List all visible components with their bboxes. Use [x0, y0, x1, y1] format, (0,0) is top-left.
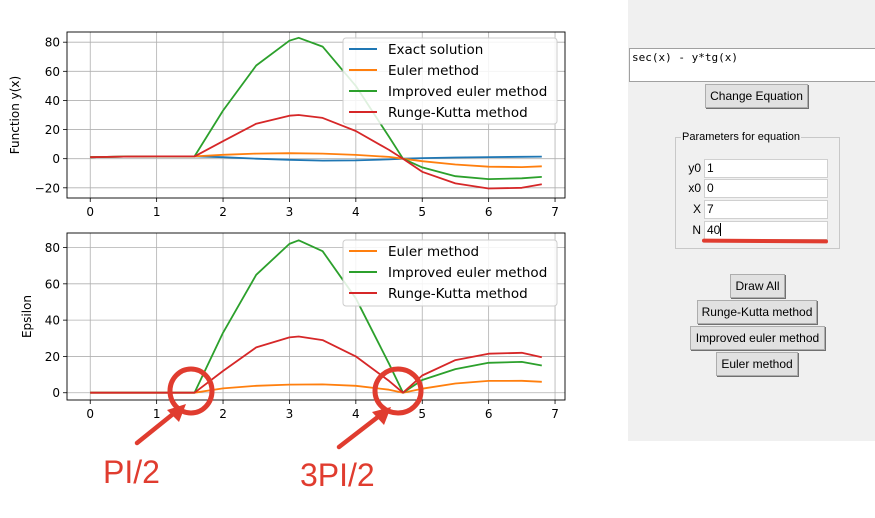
- legend-entry: Euler method: [388, 244, 479, 260]
- y-tick-label: 20: [45, 123, 60, 137]
- param-input-x0[interactable]: 0: [704, 179, 828, 198]
- circle-pi-half: [167, 366, 215, 416]
- circle-3pi-half: [372, 366, 424, 416]
- equation-input[interactable]: sec(x) - y*tg(x): [629, 48, 875, 82]
- x-tick-label: 5: [418, 407, 426, 421]
- y-tick-label: 20: [45, 350, 60, 364]
- legend-entry: Exact solution: [388, 42, 483, 58]
- legend-entry: Improved euler method: [388, 265, 547, 281]
- param-input-X[interactable]: 7: [704, 200, 828, 219]
- x-tick-label: 1: [153, 205, 161, 219]
- y-tick-label: 60: [45, 277, 60, 291]
- arrow-shaft-left: [134, 407, 181, 446]
- y-tick-label: 40: [45, 94, 60, 108]
- series-line-euler-method: [90, 379, 542, 394]
- x-tick-label: 0: [86, 205, 94, 219]
- runge-kutta-button[interactable]: Runge-Kutta method: [697, 300, 817, 324]
- control-panel: sec(x) - y*tg(x) Change Equation Paramet…: [628, 0, 875, 441]
- x-tick-label: 4: [352, 407, 360, 421]
- plot-frame: [66, 232, 566, 401]
- param-label-y0: y0: [688, 161, 701, 175]
- improved-euler-button[interactable]: Improved euler method: [690, 326, 825, 350]
- text-cursor: [720, 223, 722, 236]
- parameters-group-title: Parameters for equation: [681, 131, 802, 143]
- plots-area: 0 1 2 3 4 5 6 7 80 60 40 20 0 −20 Function y(x) Exact s…: [8, 31, 566, 493]
- y-tick-label: 60: [45, 65, 60, 79]
- param-label-x0: x0: [688, 181, 701, 195]
- x-tick-label: 5: [418, 205, 426, 219]
- series-line-runge-kutta-method: [90, 335, 542, 394]
- x-tick-label: 1: [153, 407, 161, 421]
- y-tick-label: 0: [52, 386, 60, 400]
- x-tick-label: 3: [286, 205, 294, 219]
- arrow-head-left: [167, 404, 186, 422]
- legend-entry: Euler method: [388, 63, 479, 79]
- annotations: PI/2 3PI/2: [103, 366, 424, 493]
- y-axis-label: Epsilon: [20, 295, 34, 338]
- y-tick-label: 80: [45, 36, 60, 50]
- x-tick-label: 6: [485, 205, 493, 219]
- param-input-N[interactable]: 40: [704, 221, 828, 240]
- legend-box: [342, 37, 558, 125]
- y-tick-label: −20: [35, 181, 60, 195]
- x-tick-label: 7: [551, 205, 559, 219]
- legend-entry: Runge-Kutta method: [388, 105, 528, 121]
- param-value-N: 40: [707, 223, 721, 237]
- param-label-N: N: [692, 223, 701, 237]
- annotation-pi-half: PI/2: [103, 454, 160, 490]
- legend-box: [342, 239, 558, 307]
- x-tick-label: 2: [219, 407, 227, 421]
- chart-1: 0 1 2 3 4 5 6 7 80 60 40 20 0 −20 Function y(x) Exact s…: [8, 31, 566, 219]
- change-equation-button[interactable]: Change Equation: [705, 84, 808, 108]
- plot-frame: [66, 31, 566, 199]
- y-axis-label: Function y(x): [8, 76, 22, 154]
- series-line-runge-kutta-method: [90, 114, 542, 190]
- y-tick-label: 0: [52, 152, 60, 166]
- y-tick-label: 80: [45, 241, 60, 255]
- draw-all-button[interactable]: Draw All: [730, 274, 785, 298]
- arrow-shaft-right: [336, 410, 386, 450]
- legend-entry: Runge-Kutta method: [388, 286, 528, 302]
- arrow-head-right: [372, 407, 391, 425]
- annotation-3pi-half: 3PI/2: [300, 457, 375, 493]
- x-tick-label: 6: [485, 407, 493, 421]
- x-tick-label: 7: [551, 407, 559, 421]
- x-tick-label: 3: [286, 407, 294, 421]
- param-label-X: X: [692, 202, 701, 216]
- x-tick-label: 0: [86, 407, 94, 421]
- chart-2: 0 1 2 3 4 5 6 7 80 60 40 20 0 Epsilon Euler method Impr…: [20, 232, 566, 421]
- x-tick-label: 4: [352, 205, 360, 219]
- param-input-y0[interactable]: 1: [704, 159, 828, 178]
- euler-button[interactable]: Euler method: [716, 352, 798, 376]
- legend-entry: Improved euler method: [388, 84, 547, 100]
- y-tick-label: 40: [45, 314, 60, 328]
- x-tick-label: 2: [219, 205, 227, 219]
